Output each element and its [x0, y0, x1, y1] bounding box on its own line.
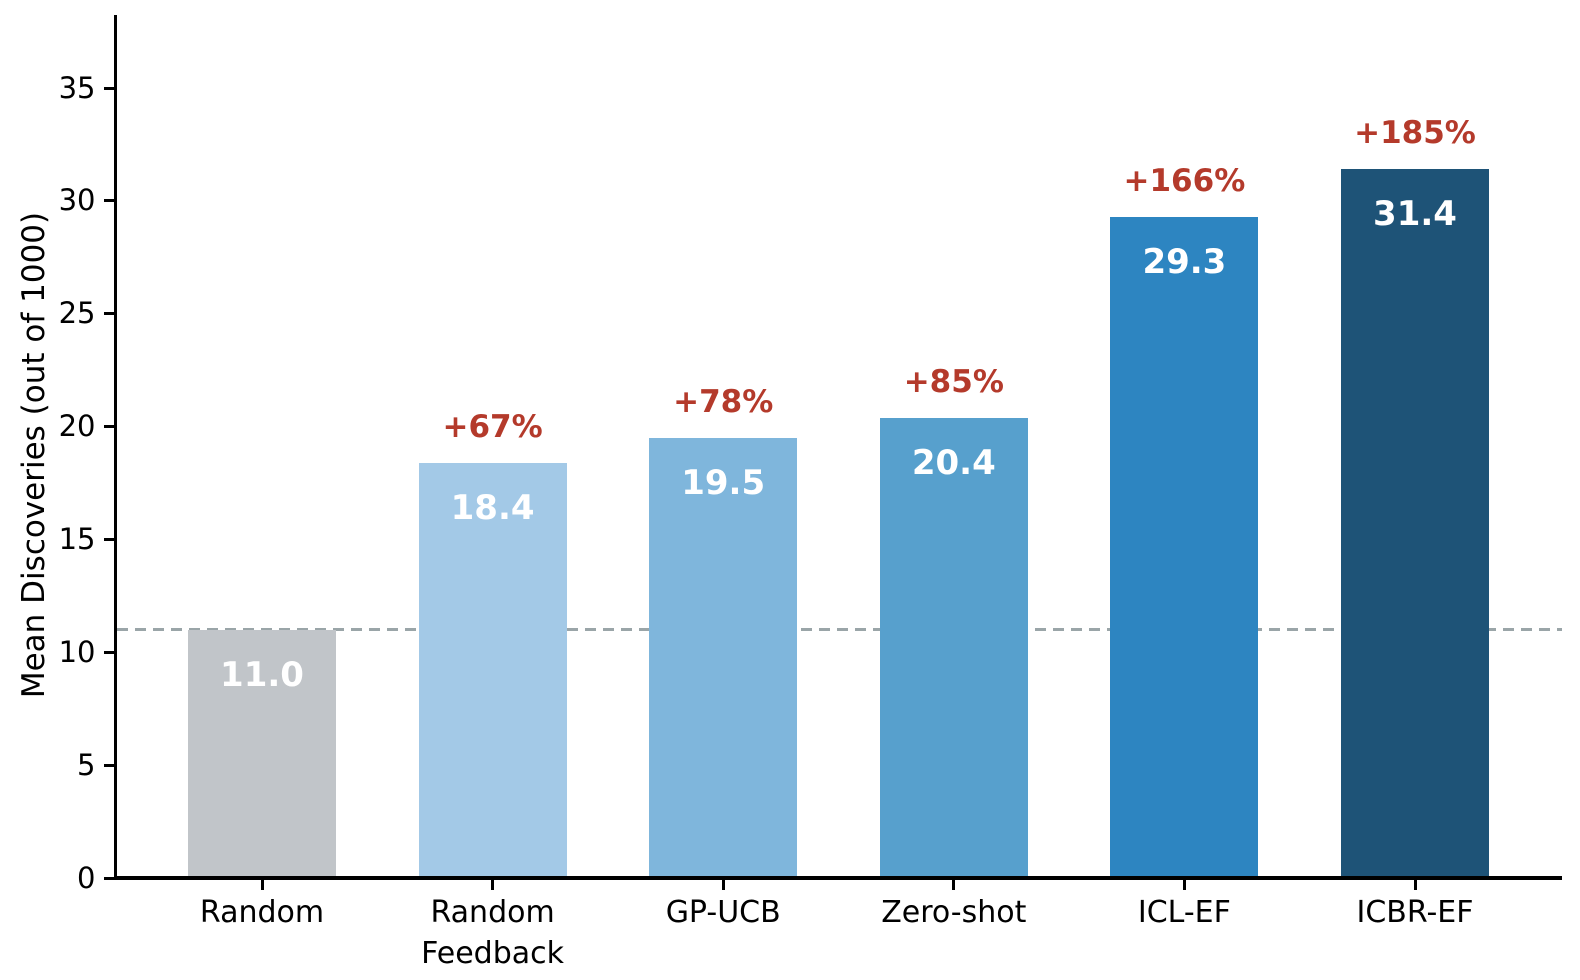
y-tick-label: 0	[77, 860, 96, 895]
bar-value-label-random: 11.0	[220, 654, 304, 695]
pct-gain-label-gp-ucb: +78%	[673, 383, 774, 420]
pct-gain-label-icl-ef: +166%	[1123, 162, 1246, 199]
y-tick-label: 35	[58, 70, 96, 105]
y-tick-label: 20	[58, 409, 96, 444]
bar-random-feedback	[418, 462, 567, 877]
x-category-label-icl-ef: ICL-EF	[1137, 895, 1231, 930]
bar-value-label-icbr-ef: 31.4	[1373, 194, 1457, 235]
y-tick-label: 15	[58, 521, 96, 556]
y-tick-mark	[103, 537, 115, 541]
y-tick-mark	[103, 650, 115, 654]
y-tick-label: 5	[77, 747, 96, 782]
x-tick-mark	[260, 879, 264, 890]
bar-icl-ef	[1110, 216, 1259, 877]
y-tick-mark	[103, 763, 115, 767]
bar-value-label-random-feedback: 18.4	[450, 487, 535, 528]
y-tick-label: 30	[58, 183, 96, 218]
y-tick-mark	[103, 876, 115, 880]
random-baseline-dashed-line	[117, 628, 1562, 632]
y-axis-spine	[113, 15, 117, 880]
bar-gp-ucb	[649, 437, 798, 877]
y-tick-mark	[103, 425, 115, 429]
y-tick-label: 10	[58, 634, 96, 669]
x-tick-mark	[491, 879, 495, 890]
x-tick-mark	[721, 879, 725, 890]
bar-value-label-zero-shot: 20.4	[911, 442, 996, 483]
x-category-label-zero-shot: Zero-shot	[881, 895, 1027, 930]
y-tick-mark	[103, 86, 115, 90]
y-axis-title: Mean Discoveries (out of 1000)	[16, 211, 52, 699]
x-category-label-random-feedback: Random Feedback	[421, 895, 565, 971]
x-axis-spine	[113, 876, 1562, 880]
x-tick-mark	[1182, 879, 1186, 890]
y-tick-label: 25	[58, 296, 96, 331]
x-category-label-gp-ucb: GP-UCB	[665, 895, 781, 930]
x-category-label-icbr-ef: ICBR-EF	[1356, 895, 1474, 930]
x-category-label-random: Random	[199, 895, 325, 930]
x-tick-mark	[1413, 879, 1417, 890]
bar-value-label-icl-ef: 29.3	[1142, 241, 1227, 282]
bar-zero-shot	[879, 417, 1028, 877]
x-tick-mark	[952, 879, 956, 890]
y-tick-mark	[103, 199, 115, 203]
pct-gain-label-zero-shot: +85%	[903, 363, 1004, 400]
pct-gain-label-icbr-ef: +185%	[1354, 115, 1476, 152]
pct-gain-label-random-feedback: +67%	[442, 408, 543, 445]
y-tick-mark	[103, 312, 115, 316]
bar-random	[188, 629, 336, 877]
bar-icbr-ef	[1341, 169, 1489, 877]
bar-value-label-gp-ucb: 19.5	[681, 462, 766, 503]
